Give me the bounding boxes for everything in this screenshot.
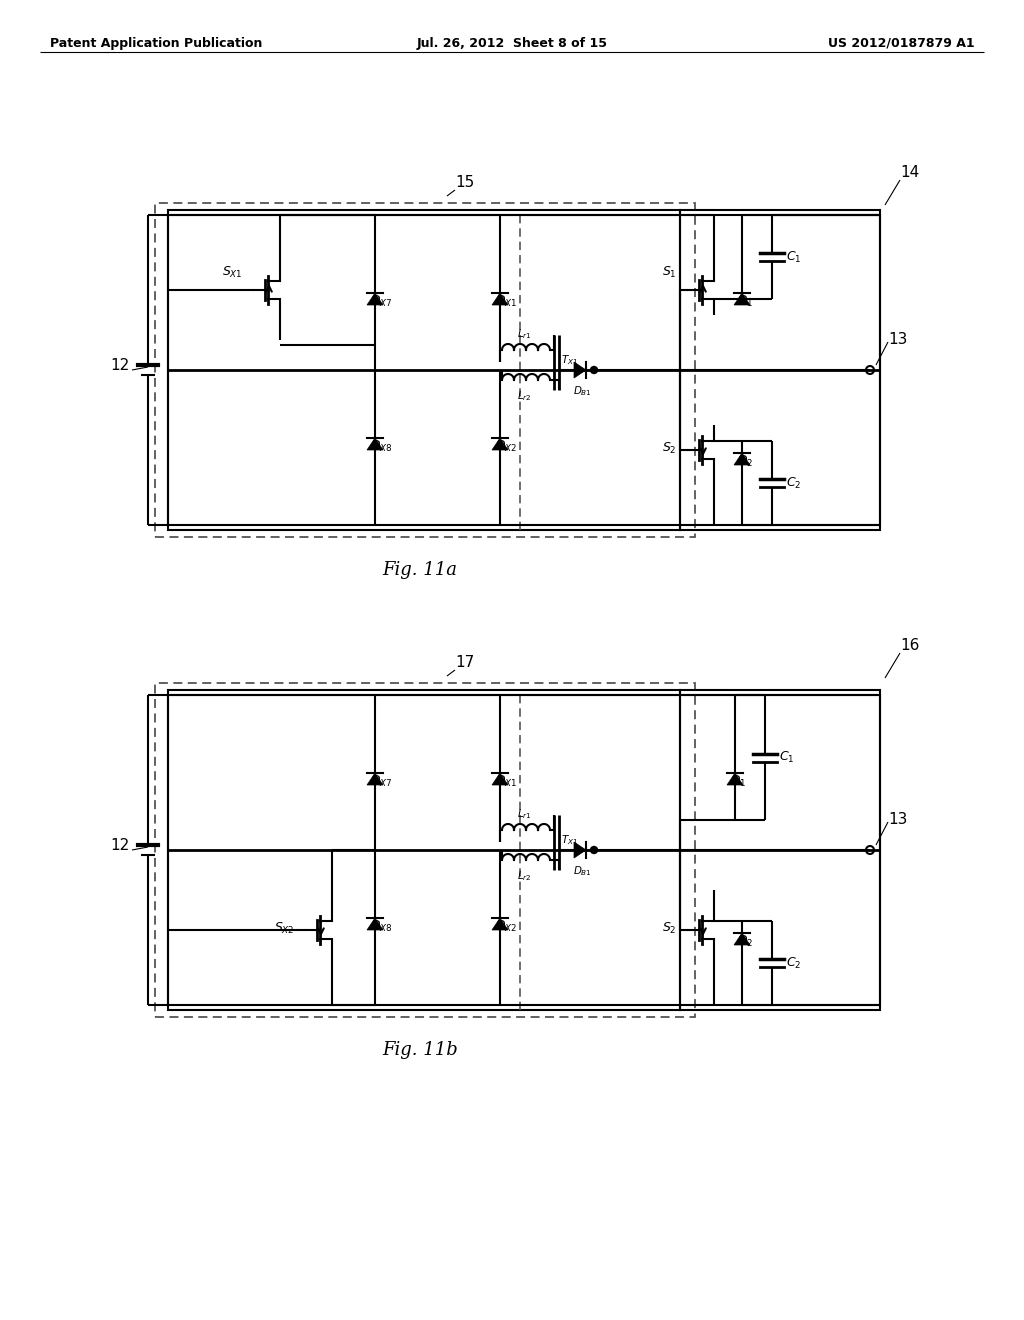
Polygon shape	[734, 933, 750, 945]
Bar	[168, 690, 680, 1010]
Circle shape	[591, 367, 597, 374]
Polygon shape	[574, 842, 586, 858]
Text: $S_2$: $S_2$	[663, 920, 677, 936]
Bar	[680, 690, 880, 1010]
Polygon shape	[492, 917, 508, 931]
Text: 13: 13	[888, 813, 907, 828]
Bar	[680, 210, 880, 531]
Text: $L_{r1}$: $L_{r1}$	[517, 327, 531, 341]
Text: 16: 16	[900, 638, 920, 653]
Polygon shape	[367, 917, 383, 931]
Polygon shape	[492, 293, 508, 305]
Text: $S_1$: $S_1$	[663, 264, 677, 280]
Text: 12: 12	[111, 837, 130, 853]
Text: $C_1$: $C_1$	[786, 249, 802, 264]
Text: $C_1$: $C_1$	[779, 750, 795, 766]
Polygon shape	[734, 453, 750, 465]
Bar	[168, 210, 680, 531]
Polygon shape	[574, 362, 586, 378]
Bar	[155, 203, 695, 537]
Text: $D_{X8}$: $D_{X8}$	[370, 438, 392, 454]
Text: $D_{X1}$: $D_{X1}$	[495, 774, 517, 788]
Text: $L_{r1}$: $L_{r1}$	[517, 808, 531, 821]
Text: US 2012/0187879 A1: US 2012/0187879 A1	[828, 37, 975, 50]
Text: $S_{X1}$: $S_{X1}$	[222, 264, 243, 280]
Text: 15: 15	[455, 176, 474, 190]
Text: $D_{X2}$: $D_{X2}$	[495, 919, 517, 933]
Text: $D_{B1}$: $D_{B1}$	[572, 384, 592, 397]
Bar	[155, 682, 695, 1016]
Text: $L_{r2}$: $L_{r2}$	[517, 389, 531, 403]
Polygon shape	[367, 774, 383, 785]
Text: 12: 12	[111, 358, 130, 372]
Text: $C_2$: $C_2$	[786, 956, 802, 970]
Text: $D_2$: $D_2$	[737, 933, 754, 949]
Text: $D_{X1}$: $D_{X1}$	[495, 293, 517, 309]
Text: $S_2$: $S_2$	[663, 441, 677, 455]
Text: Fig. 11b: Fig. 11b	[382, 1041, 458, 1059]
Text: Patent Application Publication: Patent Application Publication	[50, 37, 262, 50]
Polygon shape	[367, 293, 383, 305]
Text: $D_{X2}$: $D_{X2}$	[495, 438, 517, 454]
Text: Jul. 26, 2012  Sheet 8 of 15: Jul. 26, 2012 Sheet 8 of 15	[417, 37, 607, 50]
Text: 13: 13	[888, 333, 907, 347]
Polygon shape	[727, 774, 743, 785]
Text: $D_2$: $D_2$	[737, 454, 754, 469]
Polygon shape	[367, 438, 383, 450]
Text: 14: 14	[900, 165, 920, 180]
Text: $L_{r2}$: $L_{r2}$	[517, 869, 531, 883]
Text: Fig. 11a: Fig. 11a	[383, 561, 458, 579]
Text: $S_{X2}$: $S_{X2}$	[274, 920, 295, 936]
Polygon shape	[492, 438, 508, 450]
Text: $T_{X1}$: $T_{X1}$	[561, 833, 579, 847]
Text: $T_{X1}$: $T_{X1}$	[561, 354, 579, 367]
Text: $D_{X7}$: $D_{X7}$	[370, 774, 392, 788]
Text: 17: 17	[455, 655, 474, 671]
Text: $D_{B1}$: $D_{B1}$	[572, 865, 592, 878]
Text: $D_1$: $D_1$	[737, 293, 754, 309]
Text: $D_{X7}$: $D_{X7}$	[370, 293, 392, 309]
Text: $D_{X8}$: $D_{X8}$	[370, 919, 392, 933]
Text: $D_1$: $D_1$	[730, 774, 746, 788]
Polygon shape	[734, 293, 750, 305]
Circle shape	[591, 846, 597, 854]
Text: $C_2$: $C_2$	[786, 475, 802, 491]
Polygon shape	[492, 774, 508, 785]
